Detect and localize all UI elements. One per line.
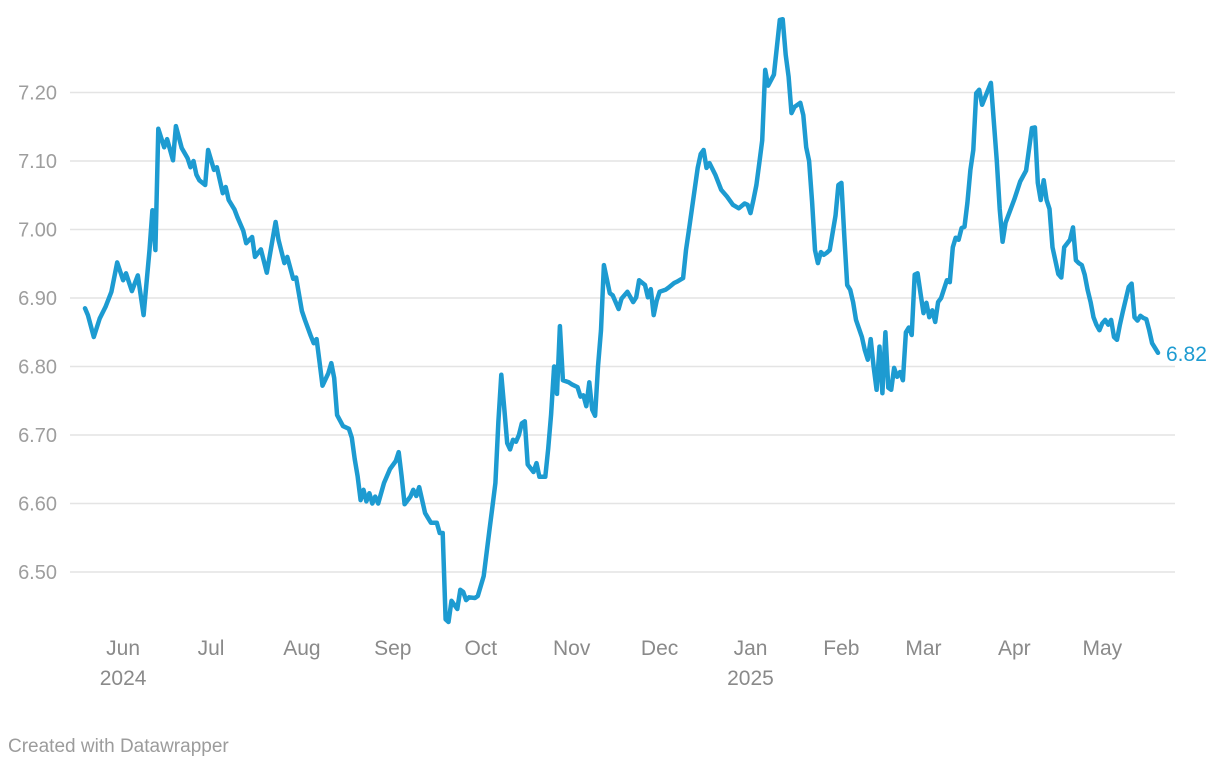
x-tick-label: Jan — [734, 637, 768, 660]
x-tick-label: Jul — [198, 637, 225, 660]
x-tick-year-label: 2024 — [100, 667, 147, 690]
y-tick-label: 7.10 — [18, 151, 57, 173]
series-line[interactable] — [82, 16, 1161, 625]
y-tick-label: 6.70 — [18, 425, 57, 447]
series-end-value-label: 6.82 — [1166, 343, 1207, 366]
y-tick-label: 6.90 — [18, 288, 57, 310]
y-axis-labels: 6.50 6.60 6.70 6.80 6.90 7.00 7.10 7.20 — [18, 83, 57, 585]
x-axis-labels: Jun 2024 Jul Aug Sep Oct Nov Dec Jan 2025 Feb Mar Ap… — [100, 637, 1123, 690]
attribution-text: Created with Datawrapper — [8, 736, 229, 757]
x-tick-label: Oct — [464, 637, 497, 660]
x-tick-label: Nov — [553, 637, 591, 660]
y-tick-label: 7.00 — [18, 220, 57, 242]
x-tick-label: Mar — [905, 637, 941, 660]
y-tick-label: 6.60 — [18, 494, 57, 516]
x-tick-label: Dec — [641, 637, 678, 660]
x-tick-label: Sep — [374, 637, 411, 660]
x-tick-label: Jun — [106, 637, 140, 660]
y-tick-label: 6.80 — [18, 357, 57, 379]
x-tick-label: Aug — [283, 637, 320, 660]
y-tick-label: 7.20 — [18, 83, 57, 105]
x-tick-label: Feb — [823, 637, 859, 660]
gridlines — [70, 91, 1175, 573]
y-tick-label: 6.50 — [18, 562, 57, 584]
x-tick-label: May — [1082, 637, 1122, 660]
x-tick-label: Apr — [998, 637, 1031, 660]
x-tick-year-label: 2025 — [727, 667, 774, 690]
